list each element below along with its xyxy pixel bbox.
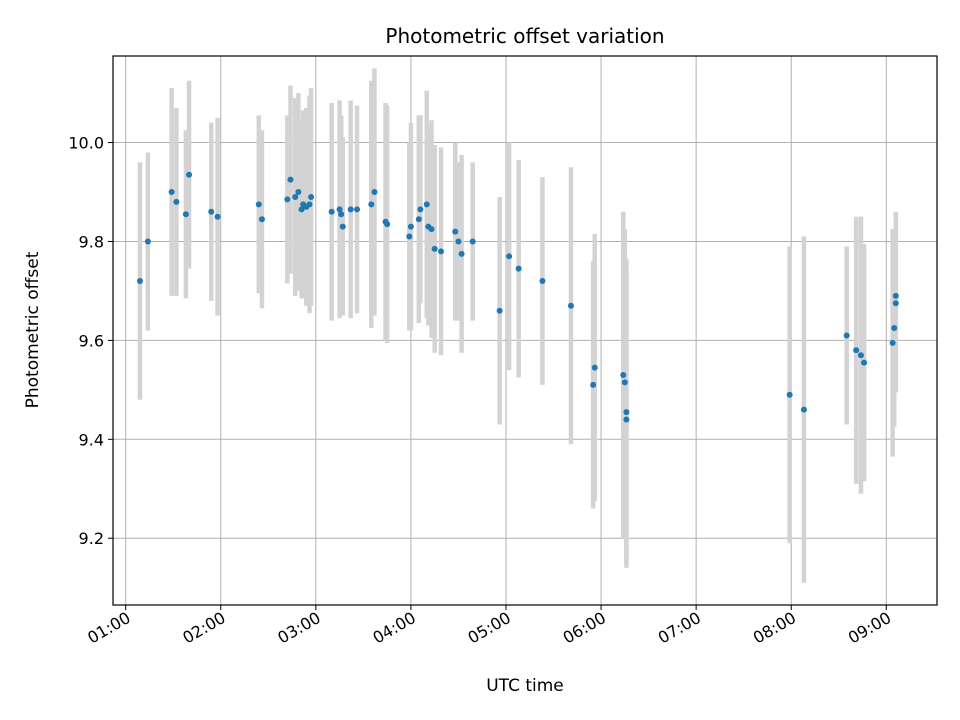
x-axis-label: UTC time	[486, 676, 564, 696]
data-point	[892, 292, 899, 299]
data-point	[306, 201, 313, 208]
y-axis-ticks: 9.2 9.4 9.6 9.8 10.0	[68, 134, 113, 548]
data-point	[208, 208, 215, 215]
data-point	[428, 226, 435, 233]
data-point	[438, 248, 445, 255]
y-tick-label: 9.6	[79, 331, 104, 350]
y-tick-label: 9.2	[79, 529, 104, 548]
chart-title: Photometric offset variation	[385, 24, 664, 48]
data-point	[496, 307, 503, 314]
data-point	[567, 302, 574, 309]
data-point	[455, 238, 462, 245]
data-point	[843, 332, 850, 339]
data-point	[591, 364, 598, 371]
data-point	[186, 171, 193, 178]
data-point	[458, 250, 465, 257]
data-point	[407, 223, 414, 230]
data-point	[255, 201, 262, 208]
data-point	[258, 216, 265, 223]
data-point	[287, 176, 294, 183]
data-point	[354, 206, 361, 213]
data-point	[292, 193, 299, 200]
data-point	[857, 352, 864, 359]
data-point	[347, 206, 354, 213]
data-point	[431, 245, 438, 252]
data-point	[371, 189, 378, 196]
data-point	[861, 359, 868, 366]
point-layer	[136, 171, 899, 423]
data-point	[136, 278, 143, 285]
data-point	[620, 372, 627, 379]
data-point	[539, 278, 546, 285]
y-tick-label: 10.0	[68, 134, 104, 153]
y-tick-label: 9.8	[79, 232, 104, 251]
data-point	[786, 391, 793, 398]
data-point	[889, 339, 896, 346]
data-point	[284, 196, 291, 203]
data-point	[298, 206, 305, 213]
data-point	[590, 381, 597, 388]
data-point	[800, 406, 807, 413]
data-point	[853, 347, 860, 354]
data-point	[417, 206, 424, 213]
data-point	[891, 325, 898, 332]
data-point	[368, 201, 375, 208]
data-point	[423, 201, 430, 208]
data-point	[415, 216, 422, 223]
data-point	[406, 233, 413, 240]
data-point	[182, 211, 189, 218]
data-point	[214, 213, 221, 220]
data-point	[469, 238, 476, 245]
data-point	[623, 409, 630, 416]
data-point	[144, 238, 151, 245]
data-point	[336, 206, 343, 213]
plot-frame	[112, 55, 938, 606]
y-axis-label: Photometric offset	[23, 251, 43, 408]
data-point	[452, 228, 459, 235]
data-point	[384, 221, 391, 228]
data-point	[623, 416, 630, 423]
data-point	[339, 223, 346, 230]
data-point	[173, 198, 180, 205]
grid-layer	[113, 56, 937, 605]
data-point	[308, 193, 315, 200]
data-point	[515, 265, 522, 272]
y-tick-label: 9.4	[79, 430, 104, 449]
data-point	[621, 379, 628, 386]
data-point	[338, 211, 345, 218]
data-point	[328, 208, 335, 215]
data-point	[295, 189, 302, 196]
data-point	[506, 253, 513, 260]
data-point	[168, 189, 175, 196]
data-point	[892, 300, 899, 307]
